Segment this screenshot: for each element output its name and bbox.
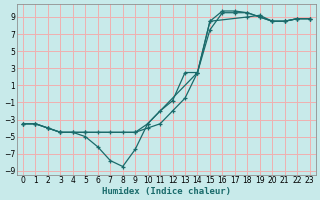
X-axis label: Humidex (Indice chaleur): Humidex (Indice chaleur) xyxy=(102,187,231,196)
